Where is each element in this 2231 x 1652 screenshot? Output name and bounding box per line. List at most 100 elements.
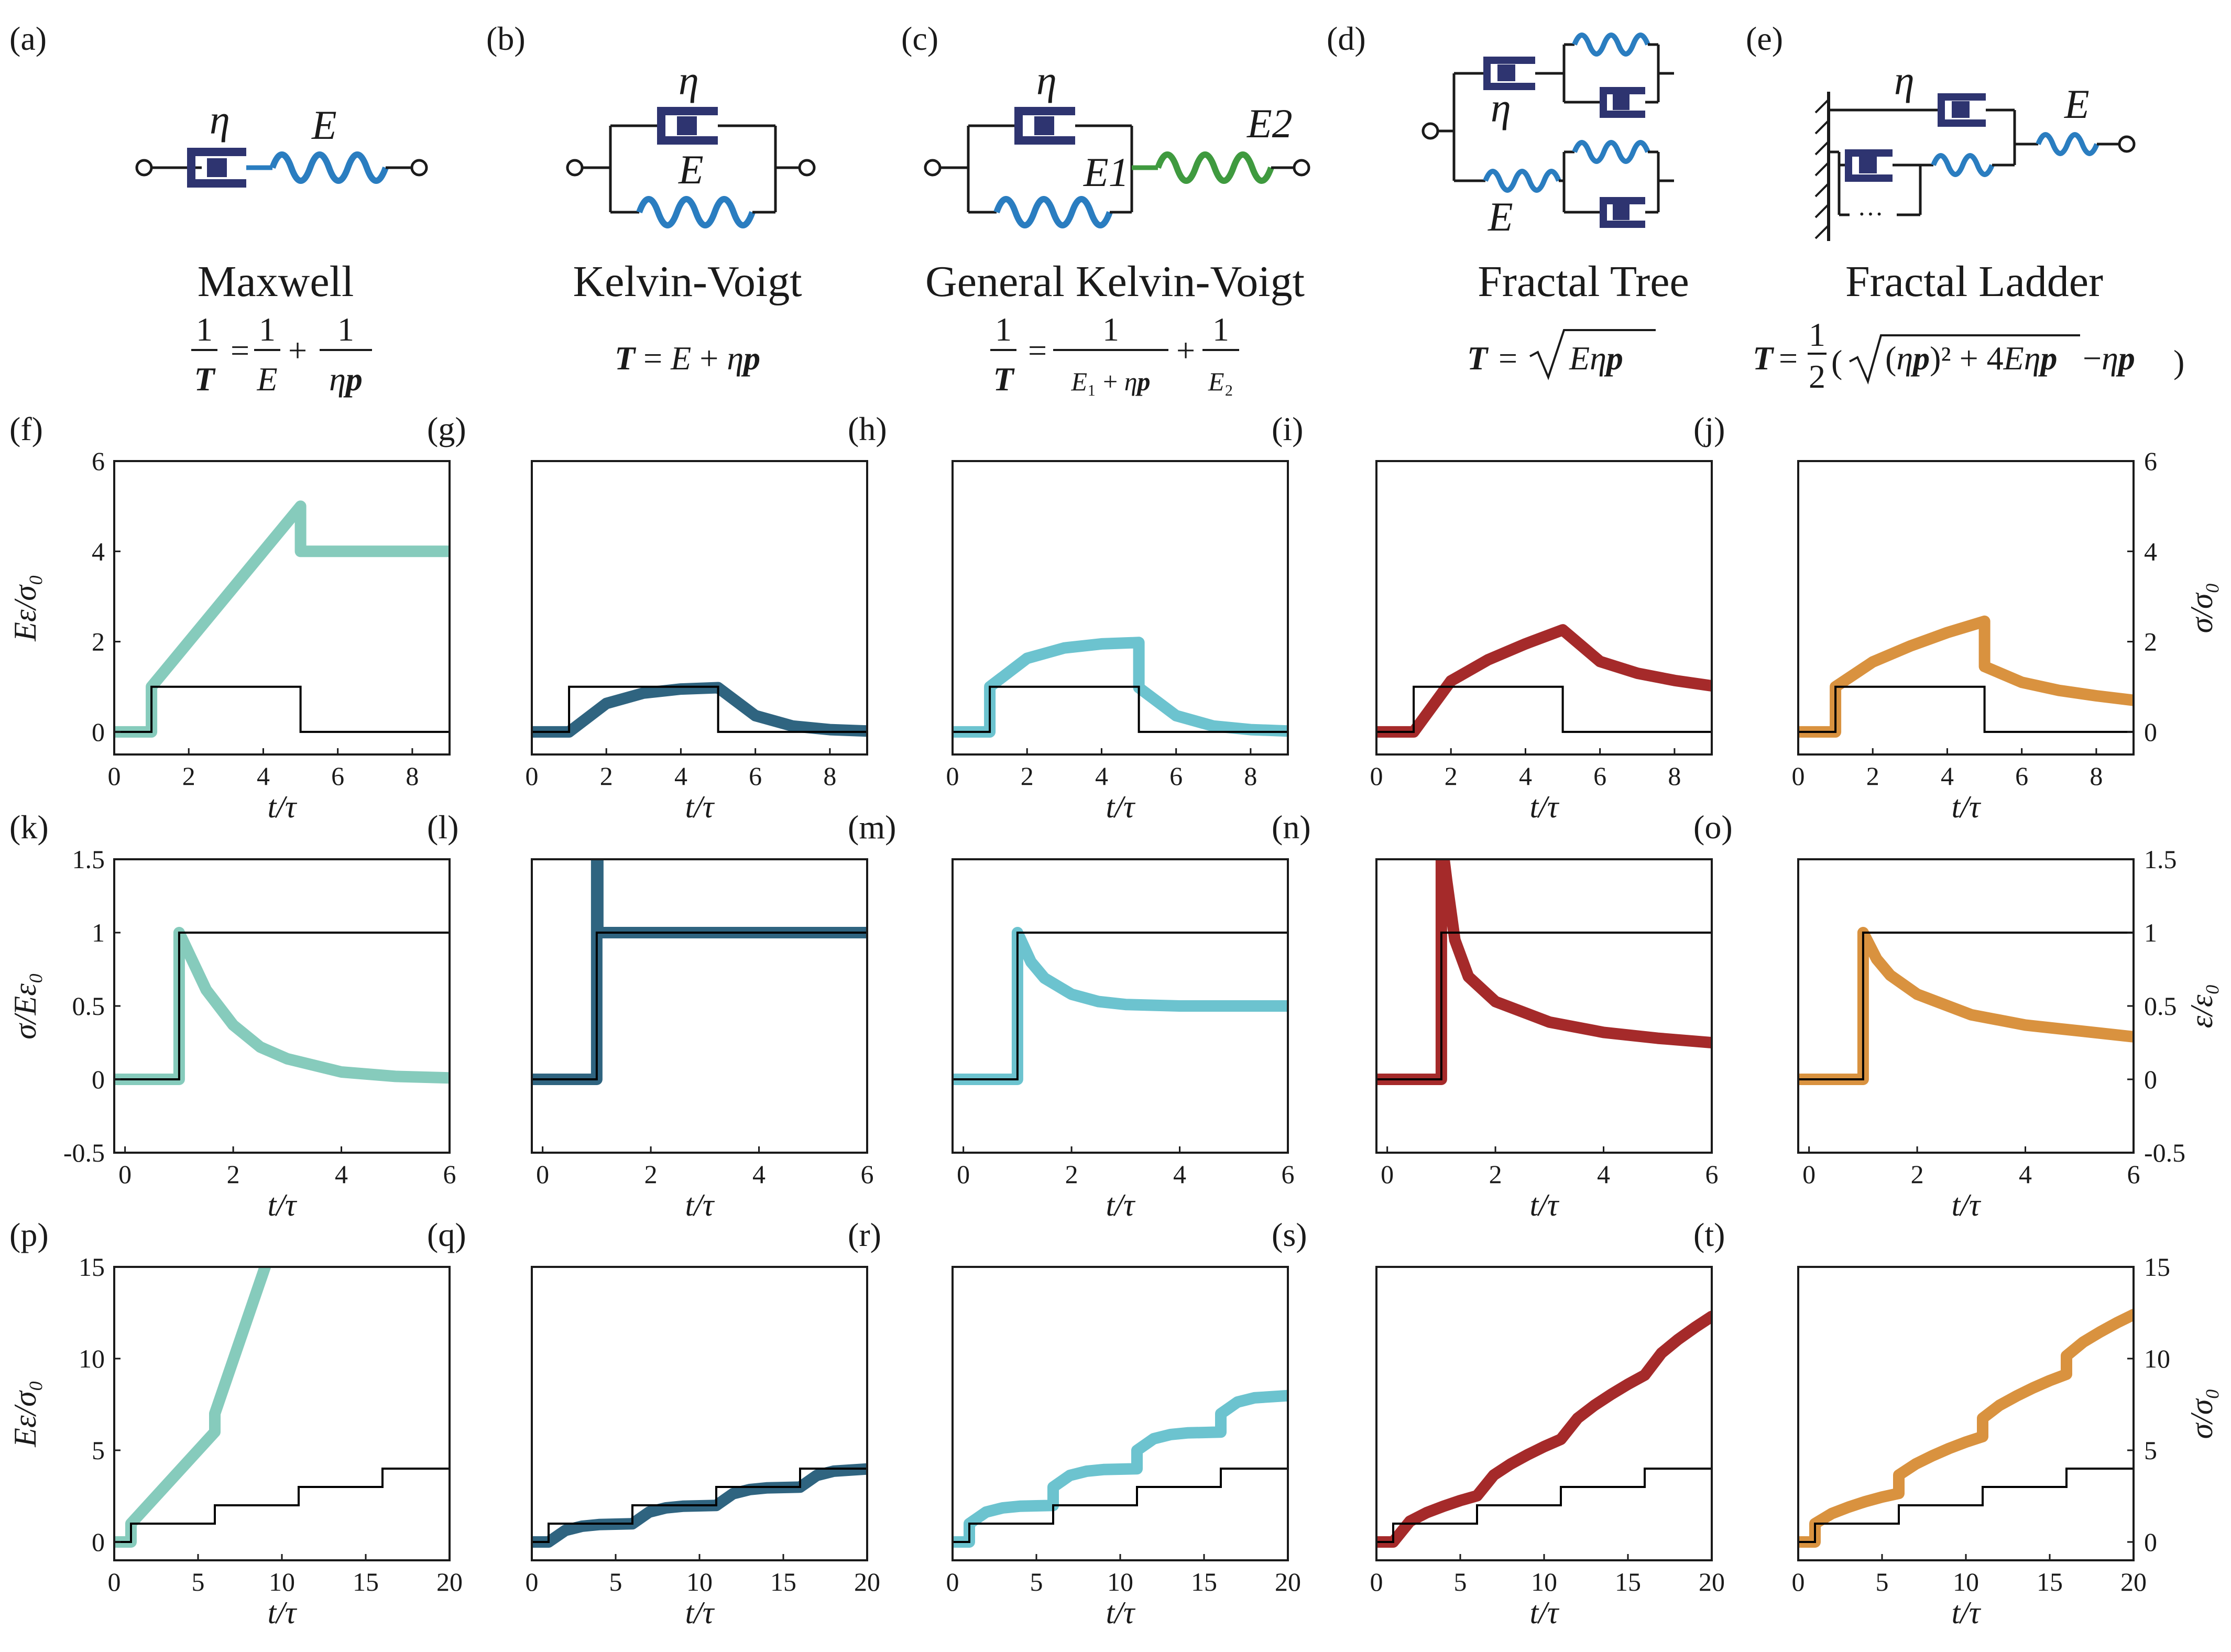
x-tick-label: 2	[182, 761, 195, 791]
x-tick-label: 20	[1699, 1567, 1725, 1596]
svg-text:=: =	[1779, 340, 1798, 377]
x-tick-label: 6	[331, 761, 344, 791]
x-tick-label: 6	[749, 761, 762, 791]
svg-text:1: 1	[1102, 311, 1119, 348]
x-tick-label: 15	[1191, 1567, 1217, 1596]
x-tick-label: 0	[118, 1159, 132, 1189]
ellipsis-text: ···	[1857, 199, 1884, 228]
x-tick-label: 0	[1370, 761, 1383, 791]
x-axis-label: t/τ	[685, 1595, 715, 1630]
x-axis-label: t/τ	[685, 1188, 715, 1222]
subplot-i: (i) 0 2 4 6 8 t/τ	[1272, 410, 1713, 824]
panel-label-a: (a)	[9, 20, 47, 57]
series-line-fractal_tree	[1376, 859, 1712, 1085]
x-tick-label: 0	[1792, 761, 1805, 791]
x-tick-label: 4	[752, 1159, 765, 1189]
series-line-kelvin_voigt	[532, 682, 867, 738]
svg-text:2: 2	[1809, 358, 1825, 395]
symbol-E1: E1	[1083, 149, 1129, 195]
x-tick-label: 5	[1876, 1567, 1889, 1596]
x-axis-label: t/τ	[268, 1188, 298, 1222]
symbol-E: E	[678, 147, 704, 192]
spring-icon	[1483, 169, 1561, 193]
y-axis-label: σ/Eε₀	[8, 972, 42, 1039]
x-tick-label: 20	[436, 1567, 463, 1596]
x-tick-label: 4	[1597, 1159, 1610, 1189]
x-axis-label: t/τ	[268, 1595, 298, 1630]
x-tick-label: 20	[2120, 1567, 2147, 1596]
panel-label: (q)	[427, 1216, 466, 1253]
equation-fractal-ladder: T = 1 2 ( (ηp)² + 4Eηp −ηp )	[1753, 316, 2184, 395]
x-tick-label: 10	[269, 1567, 295, 1596]
y-tick-label-right: 6	[2144, 446, 2157, 476]
y-tick-label: 10	[79, 1344, 105, 1373]
spring-icon	[1572, 32, 1650, 57]
spring-icon	[2036, 132, 2099, 156]
x-tick-label: 2	[1445, 761, 1458, 791]
x-axis-label: t/τ	[1952, 1188, 1982, 1222]
x-tick-label: 6	[1593, 761, 1606, 791]
model-name-kelvin-voigt: Kelvin-Voigt	[573, 257, 802, 306]
input-line	[1376, 685, 1712, 733]
plot-frame	[113, 460, 451, 756]
spring-icon	[269, 151, 389, 184]
input-line	[532, 1468, 867, 1543]
plot-frame	[1375, 858, 1713, 1154]
x-tick-label: 0	[1370, 1567, 1383, 1596]
subplot-j: (j) 0 2 4 6 8 t/τ 0 2 4 6 σ/σ₀	[1693, 410, 2219, 824]
y-tick-label-right: 4	[2144, 537, 2157, 566]
plots-grid: (f) 0 2 4 6 8 t/τ 0 2 4 6 Eε/σ₀ (g) 0 2 4 6 8 t/τ (h) 0 2 4 6 8 t…	[8, 410, 2219, 1630]
svg-text:ηp: ηp	[329, 360, 363, 398]
x-axis-label: t/τ	[1952, 1595, 1982, 1630]
x-axis-label: t/τ	[685, 790, 715, 824]
x-tick-label: 5	[609, 1567, 622, 1596]
equation-general-kelvin-voigt: 1 T = 1 E₁ + ηp + 1 E₂	[990, 311, 1239, 398]
panel-label: (t)	[1693, 1216, 1725, 1253]
x-tick-label: 4	[674, 761, 687, 791]
panel-label: (h)	[848, 410, 887, 447]
x-tick-label: 15	[353, 1567, 379, 1596]
input-line	[1798, 685, 2134, 733]
x-tick-label: 4	[1519, 761, 1532, 791]
subplot-h: (h) 0 2 4 6 8 t/τ	[848, 410, 1289, 824]
y-tick-label: 4	[92, 537, 105, 566]
x-tick-label: 0	[108, 1567, 121, 1596]
svg-text:=: =	[1028, 332, 1047, 369]
symbol-eta: η	[1036, 58, 1057, 103]
plot-frame	[531, 460, 868, 756]
panel-label: (p)	[9, 1216, 49, 1253]
svg-text:T: T	[1753, 340, 1775, 377]
y-tick-label: 2	[92, 627, 105, 657]
spring-icon	[993, 196, 1113, 228]
model-name-maxwell: Maxwell	[198, 257, 354, 306]
panel-label-b: (b)	[486, 20, 526, 57]
subplot-l: (l) 0 2 4 6 t/τ	[427, 808, 874, 1222]
x-tick-label: 0	[526, 1567, 539, 1596]
y-tick-label: 1	[92, 918, 105, 947]
panel-label-e: (e)	[1746, 20, 1783, 57]
x-axis-label: t/τ	[1530, 1188, 1560, 1222]
y-tick-label-right: -0.5	[2144, 1138, 2185, 1167]
x-tick-label: 8	[823, 761, 836, 791]
y-tick-label: 6	[92, 446, 105, 476]
svg-text:+: +	[1176, 332, 1195, 369]
x-tick-label: 5	[192, 1567, 205, 1596]
input-line	[114, 1468, 450, 1543]
x-axis-label: t/τ	[1106, 1188, 1136, 1222]
maxwell-diagram: η E	[135, 97, 428, 188]
x-tick-label: 6	[861, 1159, 874, 1189]
x-tick-label: 6	[1169, 761, 1183, 791]
symbol-E: E	[2064, 81, 2090, 127]
panel-label: (l)	[427, 808, 458, 846]
general-kelvin-voigt-diagram: η E1 E2	[924, 58, 1310, 228]
spring-icon	[1572, 140, 1650, 164]
y-axis-label-right: σ/σ₀	[2184, 1388, 2219, 1439]
subplot-n: (n) 0 2 4 6 t/τ	[1272, 808, 1719, 1222]
x-tick-label: 6	[443, 1159, 456, 1189]
x-tick-label: 2	[1489, 1159, 1502, 1189]
svg-text:1: 1	[1212, 311, 1229, 348]
series-line-fractal_tree	[1376, 624, 1712, 738]
y-tick-label-right: 0	[2144, 1065, 2157, 1094]
x-tick-label: 0	[1792, 1567, 1805, 1596]
equation-kelvin-voigt: T = E + ηp	[615, 340, 760, 377]
